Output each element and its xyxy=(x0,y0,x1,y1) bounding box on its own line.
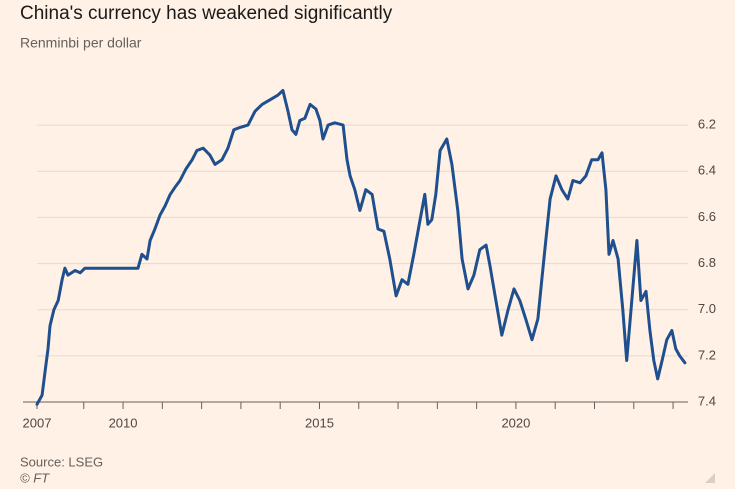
y-tick-label: 7.2 xyxy=(698,347,716,362)
x-tick-label: 2015 xyxy=(305,415,334,430)
y-tick-label: 6.8 xyxy=(698,255,716,270)
y-tick-label: 6.6 xyxy=(698,209,716,224)
source: Source: LSEG xyxy=(20,454,103,469)
y-tick-label: 7.0 xyxy=(698,301,716,316)
chart-title: China's currency has weakened significan… xyxy=(20,3,393,24)
chart-subtitle: Renminbi per dollar xyxy=(20,35,142,51)
x-tick-label: 2020 xyxy=(501,415,530,430)
y-tick-label: 7.4 xyxy=(698,393,716,408)
x-tick-label: 2010 xyxy=(109,415,138,430)
credit: © FT xyxy=(20,470,50,485)
line-series xyxy=(35,89,687,406)
y-tick-label: 6.4 xyxy=(698,163,716,178)
y-tick-label: 6.2 xyxy=(698,117,716,132)
x-tick-label: 2007 xyxy=(23,415,52,430)
corner-icon xyxy=(705,473,715,483)
